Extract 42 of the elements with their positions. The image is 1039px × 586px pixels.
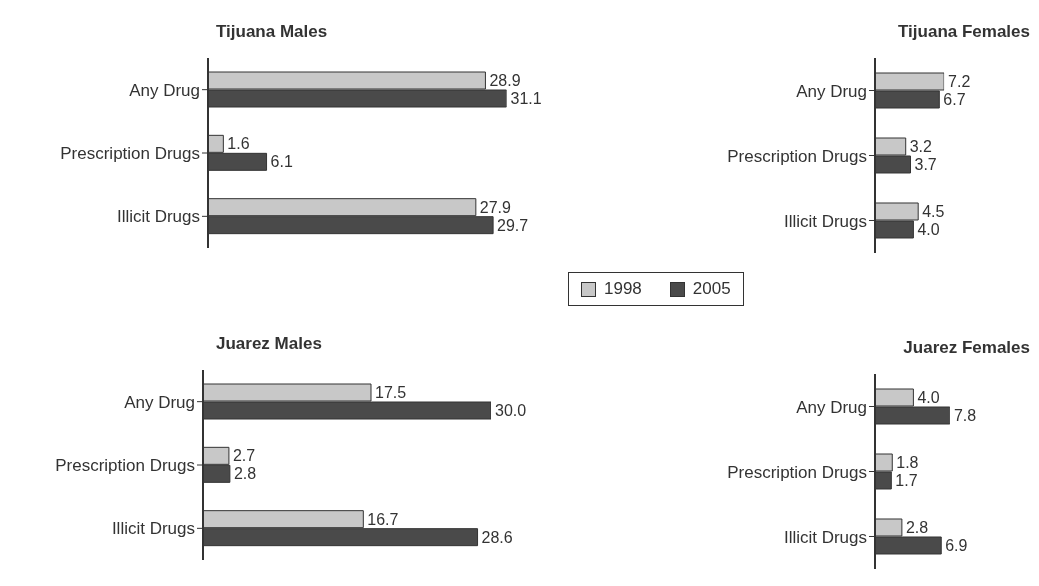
data-label: 1.8 <box>896 454 919 472</box>
data-label: 6.9 <box>945 537 968 555</box>
data-label: 1.6 <box>227 135 250 153</box>
data-label: 6.7 <box>943 91 966 109</box>
data-label: 6.1 <box>270 153 293 171</box>
data-label: 17.5 <box>375 384 407 402</box>
data-label: 28.9 <box>489 72 521 90</box>
y-tick-label: Prescription Drugs <box>55 456 195 476</box>
data-label: 3.2 <box>909 138 933 156</box>
legend-label: 2005 <box>692 279 731 299</box>
chart-title: Tijuana Males <box>216 22 328 42</box>
data-label: 31.1 <box>510 90 542 108</box>
y-tick-label: Any Drug <box>129 80 200 100</box>
y-tick-label: Illicit Drugs <box>111 519 195 539</box>
data-label: 4.5 <box>922 203 945 221</box>
data-label: 4.0 <box>917 221 940 239</box>
y-tick-label: Prescription Drugs <box>60 144 200 164</box>
y-tick-label: Prescription Drugs <box>727 462 867 482</box>
chart-title: Juarez Males <box>216 334 322 354</box>
data-label: 29.7 <box>497 216 529 234</box>
y-tick-label: Illicit Drugs <box>783 527 867 547</box>
data-label: 4.0 <box>917 389 940 407</box>
data-label: 27.9 <box>479 198 512 216</box>
data-label: 30.0 <box>495 402 527 420</box>
y-tick-label: Illicit Drugs <box>783 211 867 231</box>
data-label: 7.2 <box>948 73 971 91</box>
data-label: 2.7 <box>232 447 256 465</box>
y-tick-label: Any Drug <box>796 81 867 101</box>
y-tick-label: Any Drug <box>796 397 867 417</box>
chart-title: Tijuana Females <box>898 22 1030 42</box>
data-label: 1.7 <box>895 472 918 490</box>
chart-title: Juarez Females <box>903 338 1030 358</box>
data-label: 2.8 <box>233 465 257 483</box>
y-tick-label: Any Drug <box>124 392 195 412</box>
data-label: 3.7 <box>914 156 937 174</box>
data-label: 7.8 <box>953 407 977 425</box>
y-tick-label: Illicit Drugs <box>116 207 200 227</box>
legend-label: 1998 <box>604 279 642 299</box>
data-label: 2.8 <box>905 519 929 537</box>
y-tick-label: Prescription Drugs <box>727 146 867 166</box>
data-label: 16.7 <box>367 510 399 528</box>
data-label: 28.6 <box>481 528 513 546</box>
